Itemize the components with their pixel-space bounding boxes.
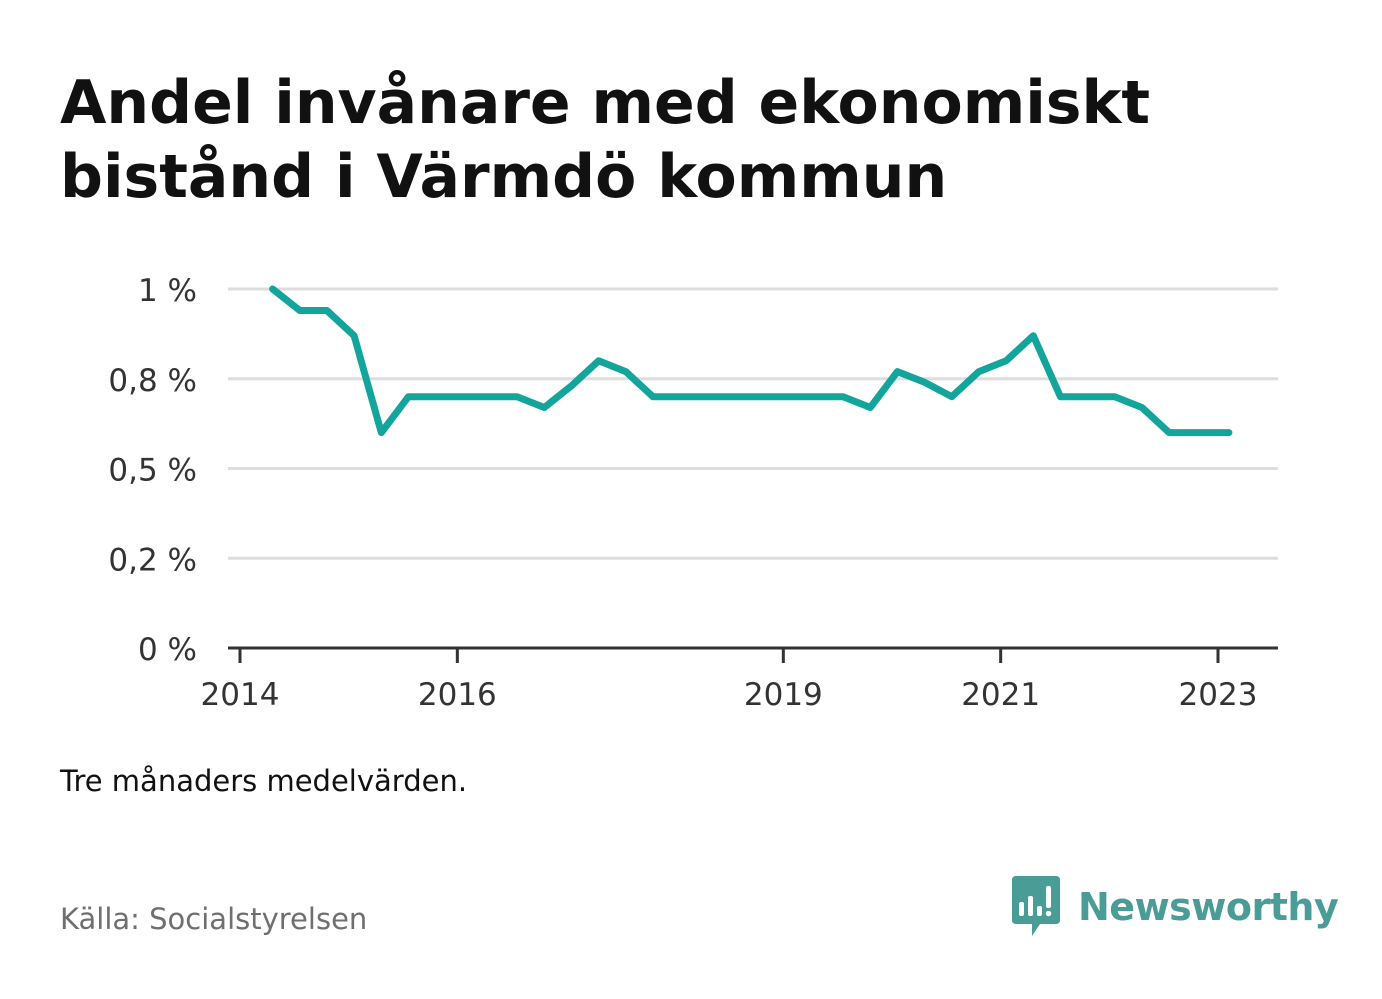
x-tick-label: 2014	[201, 677, 280, 713]
y-tick-label: 0,8 %	[108, 363, 197, 399]
y-tick-label: 1 %	[138, 273, 197, 309]
x-tick-label: 2016	[418, 677, 497, 713]
x-tick-label: 2019	[744, 677, 823, 713]
source-credit: Källa: Socialstyrelsen	[60, 902, 368, 936]
x-axis: 2014 2016 2019 2021 2023	[201, 646, 1278, 713]
newsworthy-logo: Newsworthy	[1010, 876, 1339, 938]
y-tick-label: 0 %	[138, 632, 197, 668]
grid-lines	[228, 287, 1278, 560]
chart-note: Tre månaders medelvärden.	[60, 764, 468, 798]
series-layer	[269, 285, 1233, 437]
x-tick-label: 2023	[1179, 677, 1258, 713]
newsworthy-logo-icon	[1012, 876, 1060, 936]
chart-title: Andel invånare med ekonomiskt bistånd i …	[60, 68, 1151, 212]
y-tick-label: 0,5 %	[108, 453, 197, 489]
y-axis-ticks: 0 % 0,2 % 0,5 % 0,8 % 1 %	[108, 273, 197, 668]
brand-name: Newsworthy	[1078, 885, 1339, 929]
y-tick-label: 0,2 %	[108, 542, 197, 578]
x-tick-label: 2021	[961, 677, 1040, 713]
line-chart: 0 %0,2 %0,5 %0,8 %1 % 2014 2016 2019 2021 20…	[108, 273, 1278, 713]
series-line	[269, 285, 1233, 437]
